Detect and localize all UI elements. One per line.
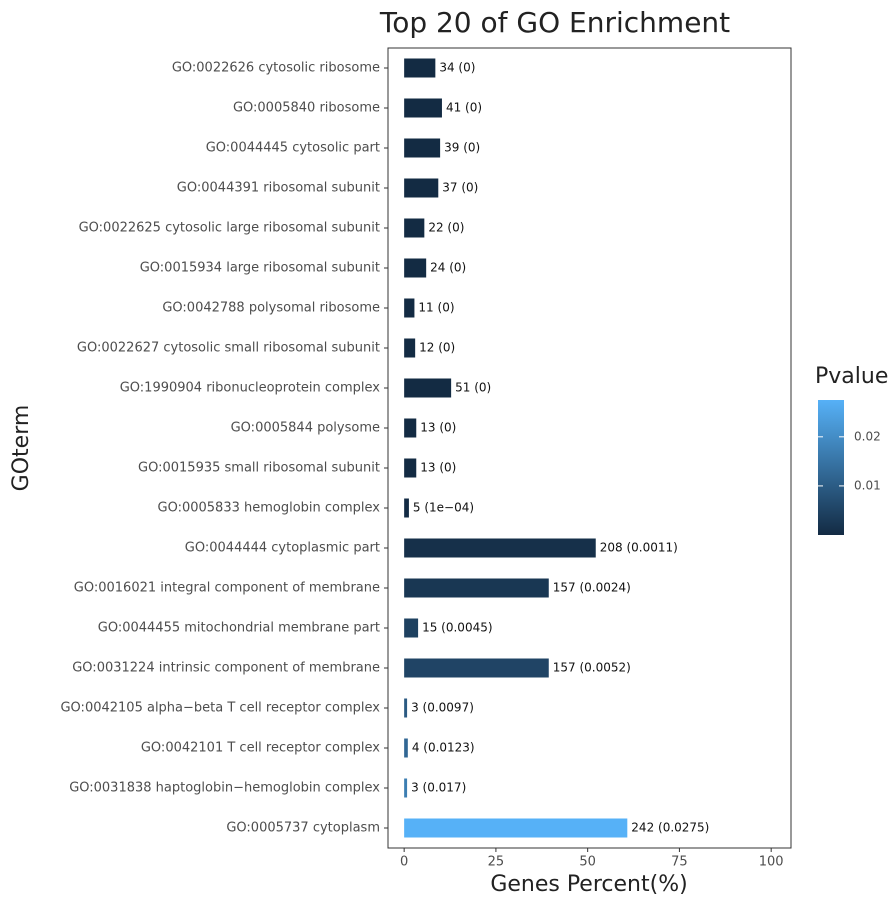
bar xyxy=(404,618,419,638)
y-tick-label: GO:0016021 integral component of membran… xyxy=(74,581,380,596)
value-label: 3 (0.017) xyxy=(411,781,466,795)
value-label: 15 (0.0045) xyxy=(422,621,492,635)
value-label: 51 (0) xyxy=(455,381,491,395)
bar xyxy=(404,138,441,158)
x-tick-label: 25 xyxy=(488,855,505,870)
plot-panel xyxy=(387,47,792,849)
y-tick-label: GO:0042105 alpha−beta T cell receptor co… xyxy=(60,701,380,716)
y-tick-label: GO:0031838 haptoglobin−hemoglobin comple… xyxy=(69,781,380,796)
x-axis-label: Genes Percent(%) xyxy=(490,872,687,897)
colorbar-tick-label: 0.02 xyxy=(854,429,881,443)
value-label: 157 (0.0052) xyxy=(553,661,631,675)
y-axis-label: GOterm xyxy=(9,405,34,492)
value-label: 157 (0.0024) xyxy=(553,581,631,595)
bar xyxy=(404,378,452,398)
value-label: 39 (0) xyxy=(444,141,480,155)
bar xyxy=(404,298,415,318)
colorbar-tick-label: 0.01 xyxy=(854,478,881,492)
y-tick-label: GO:0022626 cytosolic ribosome xyxy=(172,61,380,76)
value-label: 41 (0) xyxy=(446,101,482,115)
bar xyxy=(404,658,549,678)
x-tick-label: 0 xyxy=(400,855,408,870)
bar xyxy=(404,498,409,518)
value-label: 13 (0) xyxy=(420,421,456,435)
y-tick-label: GO:0015935 small ribosomal subunit xyxy=(138,461,380,476)
value-label: 5 (1e−04) xyxy=(413,501,474,515)
y-tick-label: GO:0005737 cytoplasm xyxy=(226,821,380,836)
bar xyxy=(404,578,549,598)
value-label: 13 (0) xyxy=(420,461,456,475)
y-tick-label: GO:0044445 cytosolic part xyxy=(206,141,380,156)
y-tick-label: GO:1990904 ribonucleoprotein complex xyxy=(120,381,381,396)
bar xyxy=(404,778,408,798)
y-tick-label: GO:0022627 cytosolic small ribosomal sub… xyxy=(77,341,380,356)
value-label: 37 (0) xyxy=(442,181,478,195)
colorbar xyxy=(818,400,844,535)
value-label: 24 (0) xyxy=(430,261,466,275)
y-tick-label: GO:0044444 cytoplasmic part xyxy=(185,541,380,556)
x-tick-label: 50 xyxy=(579,855,596,870)
value-label: 34 (0) xyxy=(439,61,475,75)
bar xyxy=(404,338,416,358)
chart-title: Top 20 of GO Enrichment xyxy=(379,6,730,39)
bar xyxy=(404,258,427,278)
y-tick-label: GO:0005840 ribosome xyxy=(233,101,380,116)
y-tick-label: GO:0022625 cytosolic large ribosomal sub… xyxy=(79,221,380,236)
value-label: 242 (0.0275) xyxy=(631,821,709,835)
x-tick-label: 75 xyxy=(671,855,688,870)
bar xyxy=(404,98,442,118)
bar xyxy=(404,738,408,758)
value-label: 11 (0) xyxy=(418,301,454,315)
y-tick-label: GO:0005833 hemoglobin complex xyxy=(158,501,381,516)
bar xyxy=(404,178,439,198)
bar xyxy=(404,538,596,558)
bar xyxy=(404,458,417,478)
y-tick-label: GO:0031224 intrinsic component of membra… xyxy=(72,661,380,676)
value-label: 208 (0.0011) xyxy=(600,541,678,555)
bar xyxy=(404,218,425,238)
y-tick-label: GO:0044391 ribosomal subunit xyxy=(177,181,380,196)
value-label: 12 (0) xyxy=(419,341,455,355)
y-tick-label: GO:0042788 polysomal ribosome xyxy=(162,301,380,316)
y-tick-label: GO:0015934 large ribosomal subunit xyxy=(140,261,380,276)
y-tick-label: GO:0042101 T cell receptor complex xyxy=(141,741,380,756)
value-label: 3 (0.0097) xyxy=(411,701,474,715)
bar xyxy=(404,58,436,78)
value-label: 22 (0) xyxy=(428,221,464,235)
value-label: 4 (0.0123) xyxy=(412,741,475,755)
x-tick-label: 100 xyxy=(759,855,784,870)
bar xyxy=(404,418,417,438)
y-tick-label: GO:0005844 polysome xyxy=(231,421,380,436)
bar xyxy=(404,818,628,838)
bar xyxy=(404,698,408,718)
legend-title: Pvalue xyxy=(815,364,888,389)
y-tick-label: GO:0044455 mitochondrial membrane part xyxy=(98,621,380,636)
